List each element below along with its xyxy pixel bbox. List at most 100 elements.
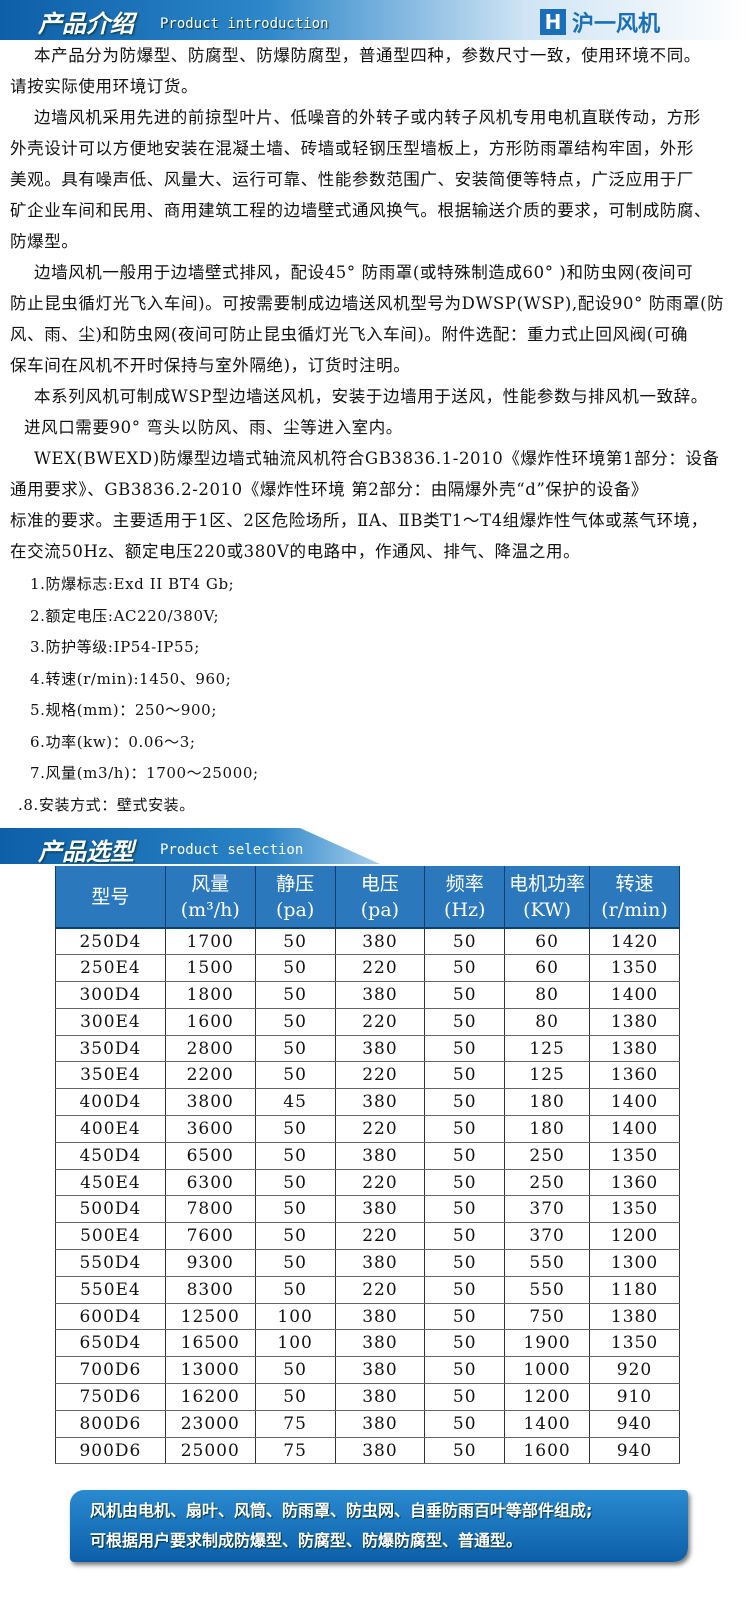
- table-cell: 1420: [589, 928, 680, 956]
- table-cell: 940: [589, 1410, 680, 1438]
- column-header-text: 转速: [615, 872, 654, 895]
- table-cell: 250: [504, 1142, 591, 1170]
- table-cell: 1180: [589, 1276, 680, 1304]
- intro-line: 矿企业车间和民用、商用建筑工程的边墙壁式通风换气。根据输送介质的要求，可制成防腐…: [10, 201, 712, 220]
- table-cell: 23000: [164, 1410, 256, 1438]
- table-cell: 380: [334, 1329, 426, 1358]
- table-cell: 940: [589, 1437, 680, 1465]
- intro-subtitle: Product introduction: [160, 16, 329, 32]
- table-cell: 450E4: [55, 1169, 166, 1197]
- table-cell: 125: [504, 1061, 591, 1090]
- table-cell: 400D4: [55, 1088, 166, 1117]
- table-cell: 250: [504, 1169, 591, 1197]
- logo-text: 沪一风机: [572, 12, 661, 37]
- table-cell: 50: [424, 1410, 506, 1438]
- column-header-text: 电压: [360, 872, 399, 895]
- table-cell: 380: [334, 1410, 426, 1438]
- table-cell: 500E4: [55, 1222, 166, 1251]
- column-header-text: 风量: [191, 872, 230, 895]
- table-cell: 910: [589, 1383, 680, 1411]
- intro-text: 本产品分为防爆型、防腐型、防爆防腐型，普通型四种，参数尺寸一致，使用环境不同。请…: [10, 40, 745, 567]
- column-header: 静压 (pa): [254, 866, 336, 929]
- table-cell: 50: [424, 1035, 506, 1063]
- table-cell: 380: [334, 981, 426, 1009]
- intro-line: 本产品分为防爆型、防腐型、防爆防腐型，普通型四种，参数尺寸一致，使用环境不同。: [34, 46, 701, 65]
- intro-line: WEX(BWEXD)防爆型边墙式轴流风机符合GB3836.1-2010《爆炸性环…: [34, 449, 720, 468]
- column-header-text: 电机功率: [509, 872, 586, 895]
- table-cell: 1350: [589, 1195, 680, 1224]
- table-cell: 50: [424, 1383, 506, 1411]
- table-cell: 220: [334, 1115, 426, 1143]
- intro-line: 标准的要求。主要适用于1区、2区危险场所，ⅡA、ⅡB类T1～T4组爆炸性气体或蒸…: [10, 511, 708, 530]
- selection-subtitle: Product selection: [160, 842, 304, 858]
- column-header-text: (pa): [275, 898, 315, 921]
- table-cell: 1300: [589, 1249, 680, 1277]
- column-header: 型号: [55, 866, 166, 929]
- table-row: 900D6 25000 75 380 50 1600 940: [55, 1437, 680, 1465]
- table-cell: 220: [334, 954, 426, 983]
- intro-header: 产品介绍 Product introduction H 沪一风机: [0, 0, 750, 40]
- table-row: 400D4 3800 45 380 50 180 1400: [55, 1088, 680, 1117]
- intro-line: 本系列风机可制成WSP型边墙送风机，安装于边墙用于送风，性能参数与排风机一致辞。: [34, 387, 708, 406]
- spec-item: .8.安装方式：壁式安装。: [18, 795, 195, 814]
- table-cell: 1360: [589, 1061, 680, 1090]
- table-cell: 50: [254, 928, 336, 956]
- table-cell: 380: [334, 1035, 426, 1063]
- table-cell: 50: [254, 981, 336, 1009]
- table-cell: 6300: [164, 1169, 256, 1197]
- table-cell: 250E4: [55, 954, 166, 983]
- table-cell: 50: [424, 1329, 506, 1358]
- table-cell: 25000: [164, 1437, 256, 1465]
- table-row: 550E4 8300 50 220 50 550 1180: [55, 1276, 680, 1304]
- table-cell: 60: [504, 954, 591, 983]
- table-cell: 380: [334, 1142, 426, 1170]
- footer-line: 风机由电机、扇叶、风筒、防雨罩、防虫网、自垂防雨百叶等部件组成;: [90, 1501, 593, 1520]
- table-cell: 50: [254, 1035, 336, 1063]
- table-cell: 220: [334, 1222, 426, 1251]
- table-cell: 1380: [589, 1303, 680, 1331]
- table-cell: 50: [254, 1195, 336, 1224]
- table-cell: 50: [254, 1249, 336, 1277]
- table-cell: 600D4: [55, 1303, 166, 1331]
- table-row: 350D4 2800 50 380 50 125 1380: [55, 1035, 680, 1063]
- table-cell: 50: [254, 1383, 336, 1411]
- table-cell: 12500: [164, 1303, 256, 1331]
- table-cell: 1600: [504, 1437, 591, 1465]
- table-cell: 1400: [504, 1410, 591, 1438]
- selection-header: 产品选型 Product selection: [0, 828, 380, 864]
- table-cell: 8300: [164, 1276, 256, 1304]
- table-cell: 220: [334, 1008, 426, 1036]
- table-row: 650D4 16500 100 380 50 1900 1350: [55, 1329, 680, 1358]
- table-cell: 1400: [589, 981, 680, 1009]
- selection-table: 型号 风量 (m³/h) 静压 (pa) 电压 (pa) 频率 (Hz) 电机功率 (KW) 转速 (r…: [55, 866, 680, 1465]
- table-cell: 550: [504, 1276, 591, 1304]
- table-cell: 1400: [589, 1088, 680, 1117]
- table-cell: 50: [424, 1169, 506, 1197]
- table-cell: 80: [504, 1008, 591, 1036]
- table-cell: 50: [424, 981, 506, 1009]
- selection-title: 产品选型: [38, 838, 134, 866]
- table-cell: 50: [254, 1356, 336, 1385]
- table-cell: 50: [424, 1249, 506, 1277]
- table-cell: 80: [504, 981, 591, 1009]
- spec-item: 3.防护等级:IP54-IP55;: [30, 638, 200, 656]
- table-row: 400E4 3600 50 220 50 180 1400: [55, 1115, 680, 1143]
- table-cell: 1000: [504, 1356, 591, 1385]
- table-cell: 900D6: [55, 1437, 166, 1465]
- table-cell: 50: [424, 928, 506, 956]
- table-row: 300D4 1800 50 380 50 80 1400: [55, 981, 680, 1009]
- table-cell: 1380: [589, 1035, 680, 1063]
- table-cell: 50: [424, 1142, 506, 1170]
- table-cell: 220: [334, 1061, 426, 1090]
- table-cell: 100: [254, 1303, 336, 1331]
- table-cell: 350D4: [55, 1035, 166, 1063]
- table-cell: 380: [334, 1195, 426, 1224]
- table-cell: 380: [334, 1249, 426, 1277]
- table-cell: 750D6: [55, 1383, 166, 1411]
- table-cell: 100: [254, 1329, 336, 1358]
- table-cell: 50: [424, 1356, 506, 1385]
- table-cell: 700D6: [55, 1356, 166, 1385]
- table-cell: 1700: [164, 928, 256, 956]
- table-cell: 300E4: [55, 1008, 166, 1036]
- table-cell: 50: [424, 1008, 506, 1036]
